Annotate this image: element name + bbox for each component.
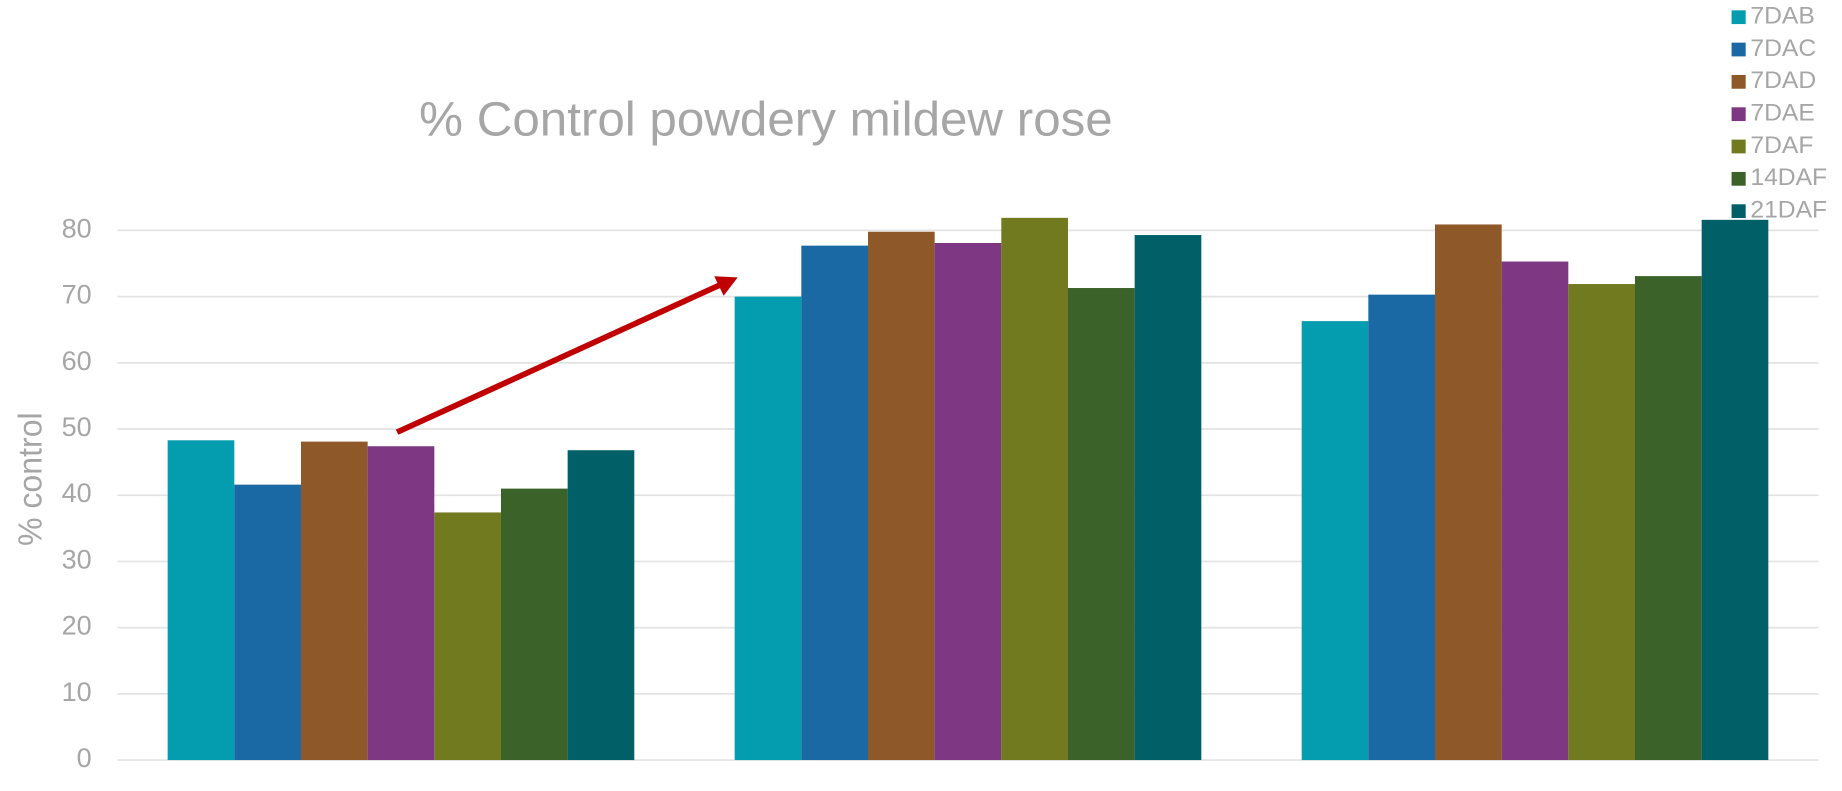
bar <box>234 484 301 761</box>
bar <box>1001 217 1068 761</box>
y-tick-label: 10 <box>62 677 92 707</box>
y-tick-label: 20 <box>62 611 92 641</box>
legend-label: 7DAD <box>1750 67 1816 94</box>
bar <box>567 450 635 761</box>
plot-area: 0 10 20 30 40 50 60 70 80 <box>62 214 1819 773</box>
legend-swatch <box>1731 42 1746 57</box>
y-tick-label: 80 <box>62 214 92 244</box>
bar <box>367 446 435 761</box>
bar <box>300 441 368 761</box>
bar <box>167 440 235 761</box>
bar <box>1701 219 1769 761</box>
legend-swatch <box>1731 171 1746 186</box>
bar <box>1368 294 1436 761</box>
legend-label: 21DAF <box>1750 197 1827 224</box>
y-tick-label: 70 <box>62 280 92 310</box>
bar <box>1301 321 1369 761</box>
y-tick-label: 40 <box>62 478 92 508</box>
arrow-shaft <box>395 282 721 435</box>
legend-swatch <box>1731 139 1746 154</box>
y-tick-label: 50 <box>62 412 92 442</box>
legend-swatch <box>1731 107 1746 122</box>
bar <box>434 512 501 761</box>
legend-swatch <box>1731 10 1746 25</box>
bar <box>500 488 568 761</box>
bar <box>1134 235 1202 761</box>
bar <box>1634 276 1702 761</box>
legend-label: 7DAB <box>1750 3 1814 30</box>
chart-title: % Control powdery mildew rose <box>419 93 1113 146</box>
annotation-arrow <box>395 276 738 435</box>
bar <box>934 243 1002 761</box>
bar <box>867 231 935 761</box>
legend-label: 14DAF <box>1750 164 1827 191</box>
legend-label: 7DAE <box>1750 100 1814 127</box>
legend-swatch <box>1731 74 1746 89</box>
bar <box>734 296 802 761</box>
y-axis-label: % control <box>12 412 48 546</box>
y-tick-label: 60 <box>62 346 92 376</box>
y-tick-label: 30 <box>62 545 92 575</box>
arrow-head <box>714 276 738 296</box>
bar <box>1568 284 1635 761</box>
bar <box>801 245 868 761</box>
bar <box>1435 224 1502 761</box>
bar <box>1501 261 1569 761</box>
bar <box>1067 288 1135 761</box>
y-tick-label: 0 <box>77 743 92 773</box>
legend-label: 7DAC <box>1750 35 1816 62</box>
legend-swatch <box>1731 204 1746 219</box>
legend-label: 7DAF <box>1750 132 1813 159</box>
